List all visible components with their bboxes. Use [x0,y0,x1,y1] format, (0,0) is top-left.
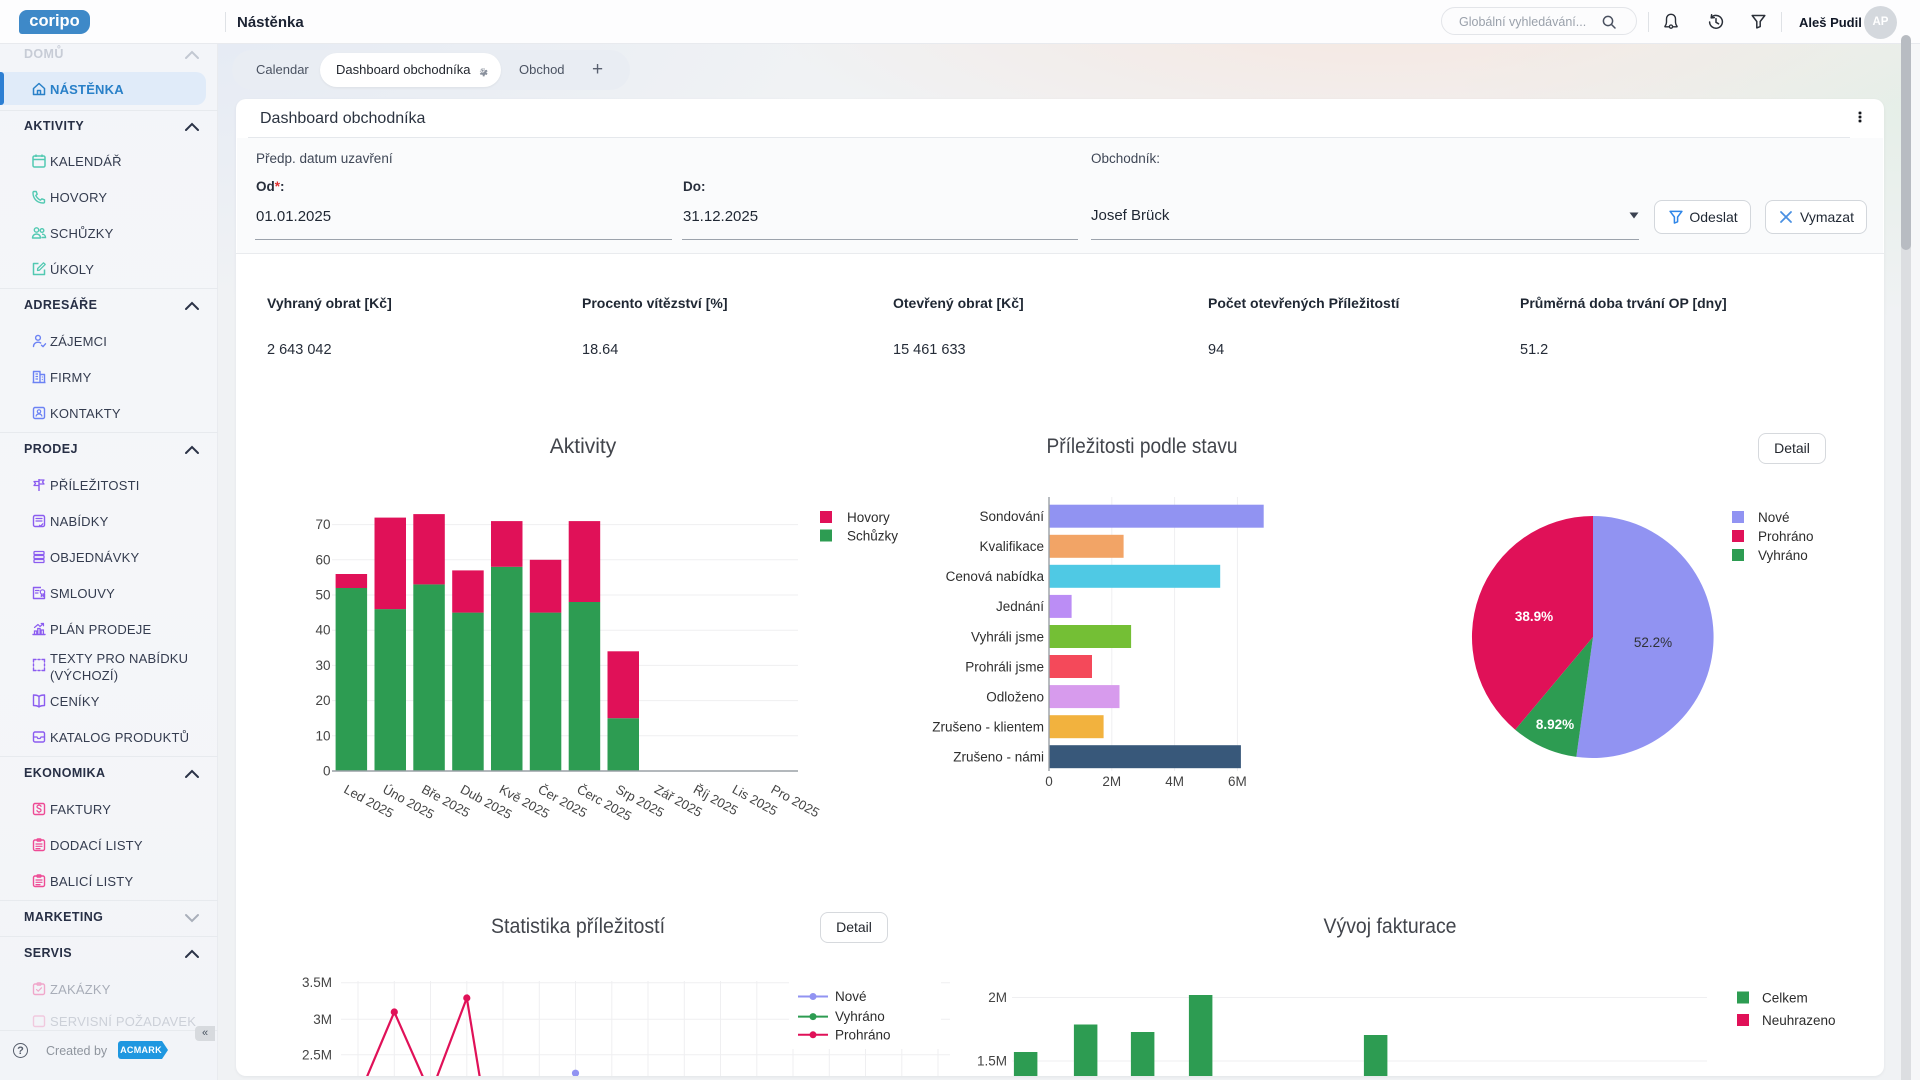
svg-text:40: 40 [315,623,330,638]
svg-text:8.92%: 8.92% [1536,717,1574,732]
svg-text:Statistika příležitostí: Statistika příležitostí [491,915,665,938]
svg-text:0: 0 [1045,774,1053,789]
svg-text:2M: 2M [988,990,1007,1005]
svg-text:6M: 6M [1228,774,1247,789]
svg-text:Vyhráno: Vyhráno [1758,548,1808,563]
svg-text:Kvalifikace: Kvalifikace [979,539,1044,554]
svg-text:Vývoj fakturace: Vývoj fakturace [1324,915,1457,938]
svg-text:Příležitosti podle stavu: Příležitosti podle stavu [1047,435,1238,458]
svg-text:2.5M: 2.5M [302,1047,332,1062]
svg-text:4M: 4M [1165,774,1184,789]
svg-text:Celkem: Celkem [1762,991,1808,1006]
svg-text:Cenová nabídka: Cenová nabídka [946,569,1045,584]
svg-text:Zrušeno - klientem: Zrušeno - klientem [932,720,1044,735]
svg-text:Hovory: Hovory [847,510,890,525]
svg-text:Neuhrazeno: Neuhrazeno [1762,1013,1836,1028]
svg-text:Nové: Nové [835,989,867,1004]
svg-text:70: 70 [315,517,330,532]
svg-text:Schůzky: Schůzky [847,529,898,544]
svg-text:Vyhráno: Vyhráno [835,1009,885,1024]
svg-text:Jednání: Jednání [996,599,1044,614]
svg-text:2M: 2M [1102,774,1121,789]
svg-text:Prohráno: Prohráno [1758,529,1814,544]
svg-text:60: 60 [315,552,330,567]
svg-text:Nové: Nové [1758,510,1790,525]
svg-text:Prohráli jsme: Prohráli jsme [965,660,1044,675]
svg-text:Prohráno: Prohráno [835,1027,891,1042]
svg-text:Aktivity: Aktivity [550,435,617,458]
svg-text:Vyhráli jsme: Vyhráli jsme [971,630,1044,645]
svg-text:50: 50 [315,588,330,603]
svg-text:20: 20 [315,693,330,708]
svg-text:Pro 2025: Pro 2025 [769,782,822,821]
svg-text:52.2%: 52.2% [1634,635,1672,650]
svg-text:Sondování: Sondování [979,509,1044,524]
svg-text:Odloženo: Odloženo [986,690,1044,705]
svg-text:1.5M: 1.5M [977,1054,1007,1069]
svg-text:3M: 3M [313,1012,332,1027]
svg-text:0: 0 [323,764,331,779]
svg-text:30: 30 [315,658,330,673]
svg-text:38.9%: 38.9% [1515,609,1553,624]
svg-text:10: 10 [315,728,330,743]
svg-text:3.5M: 3.5M [302,975,332,990]
svg-text:Zrušeno - námi: Zrušeno - námi [953,750,1044,765]
